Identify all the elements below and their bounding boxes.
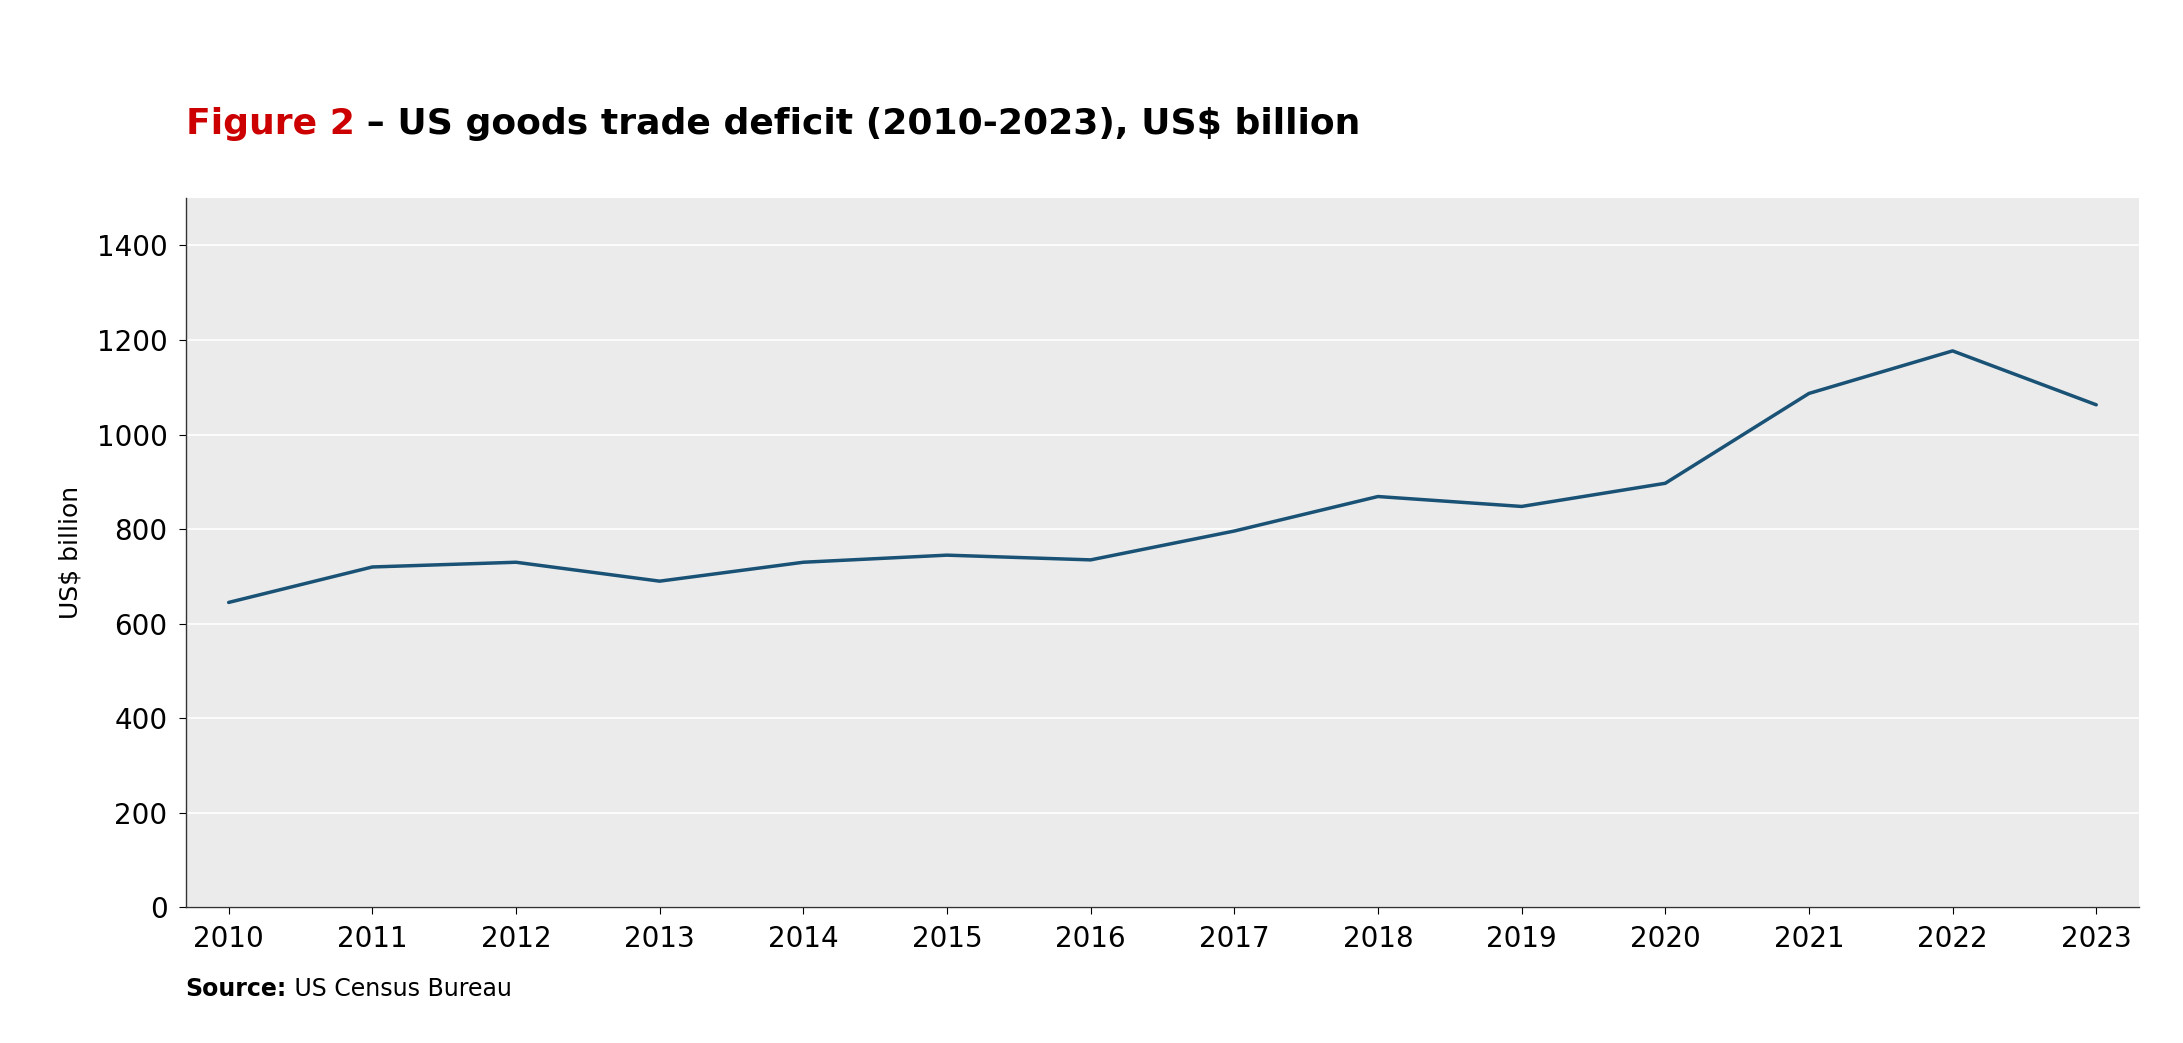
Y-axis label: US$ billion: US$ billion <box>59 486 83 620</box>
Text: Source:: Source: <box>186 977 286 1001</box>
Text: – US goods trade deficit (2010-2023), US$ billion: – US goods trade deficit (2010-2023), US… <box>354 106 1360 141</box>
Text: Figure 2: Figure 2 <box>186 106 354 141</box>
Text: US Census Bureau: US Census Bureau <box>286 977 511 1001</box>
